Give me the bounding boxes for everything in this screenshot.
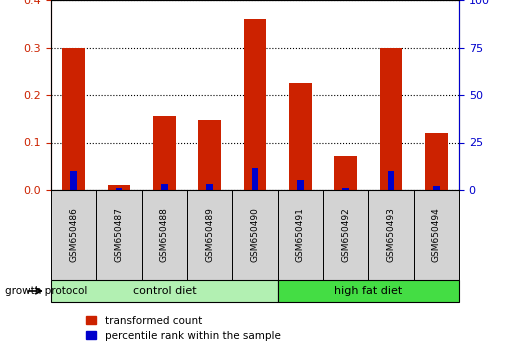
Text: GSM650494: GSM650494 — [431, 208, 440, 262]
Bar — [161, 184, 167, 190]
Bar — [62, 47, 85, 190]
Bar — [296, 180, 303, 190]
Bar — [379, 47, 402, 190]
Bar — [424, 133, 447, 190]
Text: GSM650489: GSM650489 — [205, 207, 214, 262]
Bar — [107, 185, 130, 190]
Text: GSM650488: GSM650488 — [159, 207, 168, 262]
Bar — [96, 190, 142, 280]
Bar — [251, 168, 258, 190]
Text: growth protocol: growth protocol — [5, 286, 88, 296]
Bar — [232, 190, 277, 280]
Bar — [387, 171, 393, 190]
Bar — [277, 190, 322, 280]
Text: GSM650487: GSM650487 — [115, 207, 123, 262]
Bar — [116, 188, 122, 190]
Bar — [334, 156, 356, 190]
Bar — [198, 120, 220, 190]
Bar — [367, 190, 413, 280]
Text: GSM650491: GSM650491 — [295, 207, 304, 262]
Bar — [153, 116, 175, 190]
Legend: transformed count, percentile rank within the sample: transformed count, percentile rank withi… — [81, 312, 284, 345]
Text: high fat diet: high fat diet — [333, 286, 402, 296]
Bar — [206, 184, 213, 190]
Bar — [51, 190, 96, 280]
Bar — [70, 171, 77, 190]
Bar — [142, 190, 187, 280]
Text: control diet: control diet — [132, 286, 196, 296]
Bar — [342, 188, 348, 190]
Text: GSM650490: GSM650490 — [250, 207, 259, 262]
Bar — [277, 280, 458, 302]
Bar — [413, 190, 458, 280]
Bar — [51, 280, 277, 302]
Text: GSM650493: GSM650493 — [386, 207, 394, 262]
Bar — [432, 186, 439, 190]
Bar — [187, 190, 232, 280]
Bar — [243, 19, 266, 190]
Text: GSM650492: GSM650492 — [341, 208, 350, 262]
Text: GSM650486: GSM650486 — [69, 207, 78, 262]
Bar — [289, 83, 311, 190]
Bar — [322, 190, 367, 280]
